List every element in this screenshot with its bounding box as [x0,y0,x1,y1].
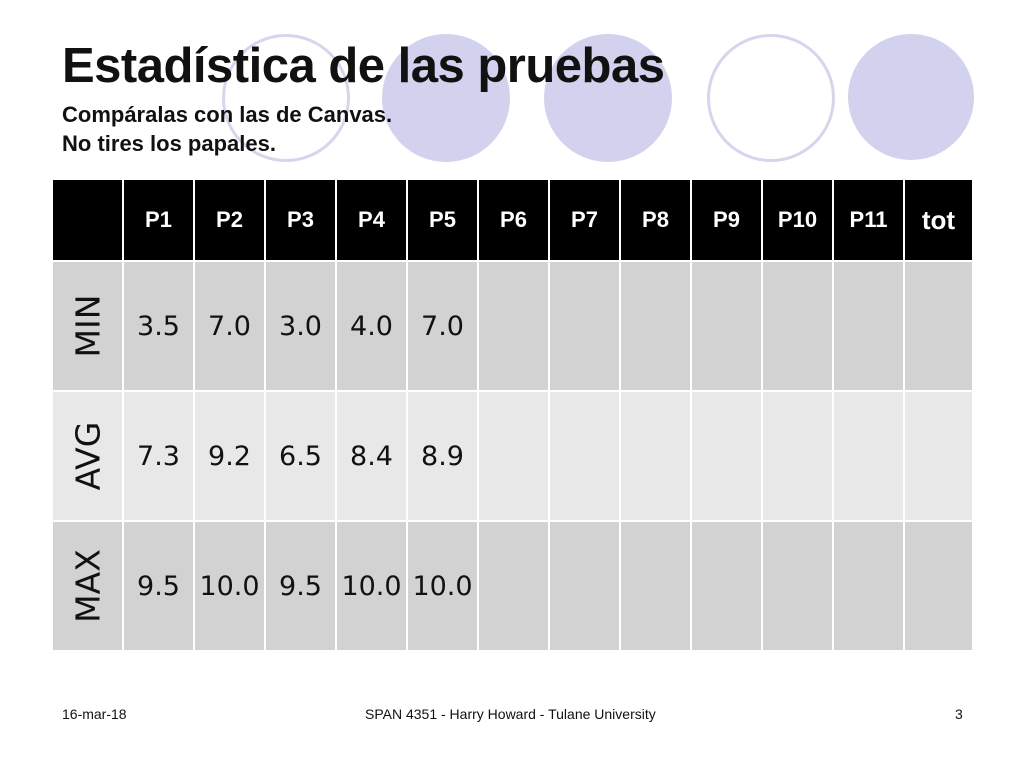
footer-date: 16-mar-18 [62,706,127,722]
footer-course-info: SPAN 4351 - Harry Howard - Tulane Univer… [365,706,656,722]
column-header-p9: P9 [690,178,763,262]
score-cell [477,260,550,392]
score-cell [477,520,550,652]
score-cell: 10.0 [193,520,266,652]
row-header-max: MAX [51,520,124,652]
table-header-row: P1 P2 P3 P4 P5 P6 P7 P8 P9 P10 P11 tot [51,178,974,262]
table-row-max: MAX 9.5 10.0 9.5 10.0 10.0 [51,520,974,652]
column-header-p10: P10 [761,178,834,262]
score-cell [761,260,834,392]
decorative-circle-filled [544,34,672,162]
score-cell [619,390,692,522]
score-cell [548,520,621,652]
score-cell: 3.0 [264,260,337,392]
slide-subtitle-line: No tires los papales. [62,131,276,156]
score-cell: 9.5 [264,520,337,652]
score-cell [619,260,692,392]
score-cell [832,520,905,652]
score-cell [477,390,550,522]
row-header-avg: AVG [51,390,124,522]
score-cell: 9.5 [122,520,195,652]
row-label: AVG [68,421,107,491]
score-cell: 10.0 [406,520,479,652]
column-header-p1: P1 [122,178,195,262]
score-cell [832,390,905,522]
column-header-p3: P3 [264,178,337,262]
column-header-p8: P8 [619,178,692,262]
score-cell: 10.0 [335,520,408,652]
column-header-p7: P7 [548,178,621,262]
score-cell: 8.9 [406,390,479,522]
score-cell [761,520,834,652]
score-cell [619,520,692,652]
row-label: MIN [68,294,107,358]
score-cell: 4.0 [335,260,408,392]
column-header-p2: P2 [193,178,266,262]
slide-title: Estadística de las pruebas [62,39,665,93]
slide-number: 3 [955,706,963,722]
score-cell: 6.5 [264,390,337,522]
decorative-circle-filled [382,34,510,162]
decorative-circle-outline [707,34,835,162]
scores-table: P1 P2 P3 P4 P5 P6 P7 P8 P9 P10 P11 tot M… [51,178,974,652]
score-cell [548,390,621,522]
score-cell [690,520,763,652]
score-cell [548,260,621,392]
table-row-min: MIN 3.5 7.0 3.0 4.0 7.0 [51,260,974,392]
slide-subtitle-line: Compáralas con las de Canvas. [62,102,393,127]
column-header-tot: tot [903,178,974,262]
score-cell [761,390,834,522]
score-cell [903,520,974,652]
table-corner-cell [51,178,124,262]
score-cell [690,390,763,522]
column-header-p11: P11 [832,178,905,262]
column-header-p5: P5 [406,178,479,262]
score-cell: 9.2 [193,390,266,522]
row-label: MAX [68,549,107,623]
decorative-circle-filled [848,34,974,160]
score-cell: 7.0 [193,260,266,392]
score-cell: 7.3 [122,390,195,522]
column-header-p4: P4 [335,178,408,262]
score-cell [903,260,974,392]
score-cell [832,260,905,392]
table-row-avg: AVG 7.3 9.2 6.5 8.4 8.9 [51,390,974,522]
score-cell [903,390,974,522]
score-cell [690,260,763,392]
decorative-circle-outline [222,34,350,162]
score-cell: 7.0 [406,260,479,392]
score-cell: 8.4 [335,390,408,522]
row-header-min: MIN [51,260,124,392]
column-header-p6: P6 [477,178,550,262]
score-cell: 3.5 [122,260,195,392]
